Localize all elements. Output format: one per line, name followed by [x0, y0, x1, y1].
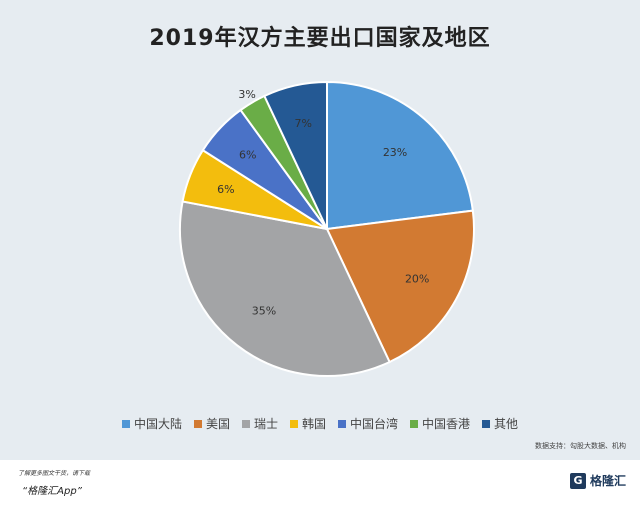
- data-label-0: 23%: [383, 146, 407, 159]
- data-label-6: 7%: [295, 117, 312, 130]
- legend-label-2: 瑞士: [253, 417, 278, 431]
- legend-swatch-1: [193, 419, 202, 428]
- legend-label-1: 美国: [205, 417, 230, 431]
- logo-text: 格隆汇: [589, 474, 626, 488]
- legend-item-0: 中国大陆: [121, 415, 182, 432]
- pie-chart: 格隆汇 勾股大数据 www.gogudata.com 23%20%35%6%6%…: [179, 80, 475, 377]
- legend-label-3: 韩国: [301, 417, 326, 431]
- legend-label-6: 其他: [494, 417, 519, 431]
- legend-item-6: 其他: [482, 415, 518, 432]
- data-label-1: 20%: [405, 273, 429, 286]
- footer-app-name: “格隆汇App”: [22, 486, 82, 497]
- legend-swatch-6: [482, 419, 491, 428]
- legend-swatch-2: [241, 419, 250, 428]
- footer-note: 了解更多图文干货，请下载: [18, 470, 91, 477]
- legend-label-4: 中国台湾: [350, 417, 399, 431]
- data-label-5: 3%: [238, 88, 255, 101]
- legend-item-5: 中国香港: [410, 415, 470, 432]
- legend-label-0: 中国大陆: [133, 417, 182, 431]
- legend-swatch-5: [410, 419, 419, 428]
- legend-label-5: 中国香港: [422, 417, 471, 431]
- legend-item-1: 美国: [193, 415, 230, 432]
- data-label-2: 35%: [252, 304, 276, 317]
- legend-swatch-4: [338, 419, 346, 428]
- pie-slice-1: [325, 209, 475, 364]
- legend-item-3: 韩国: [289, 415, 326, 432]
- chart-title: 2019年汉方主要出口国家及地区: [149, 26, 491, 51]
- source-note: 数据支持：勾股大数据、机构: [535, 442, 626, 450]
- legend-swatch-3: [289, 419, 298, 428]
- legend-item-4: 中国台湾: [338, 415, 398, 432]
- legend: 中国大陆 美国 瑞士 韩国 中国台湾 中国香港 其他: [0, 415, 640, 432]
- chart-panel: 2019年汉方主要出口国家及地区 格隆汇 勾股大数据 www.gogudata.…: [0, 26, 640, 450]
- logo-icon: G: [569, 472, 586, 489]
- pie-slice-2: [179, 200, 391, 377]
- legend-swatch-0: [121, 419, 130, 428]
- data-label-4: 6%: [239, 149, 256, 162]
- footer-logo: G 格隆汇: [569, 472, 626, 489]
- legend-item-2: 瑞士: [241, 415, 278, 432]
- pie-slice-6: [263, 80, 328, 230]
- footer: 了解更多图文干货，请下载 “格隆汇App” G 格隆汇: [0, 460, 640, 506]
- pie-slice-0: [326, 80, 474, 231]
- data-label-3: 6%: [217, 183, 234, 196]
